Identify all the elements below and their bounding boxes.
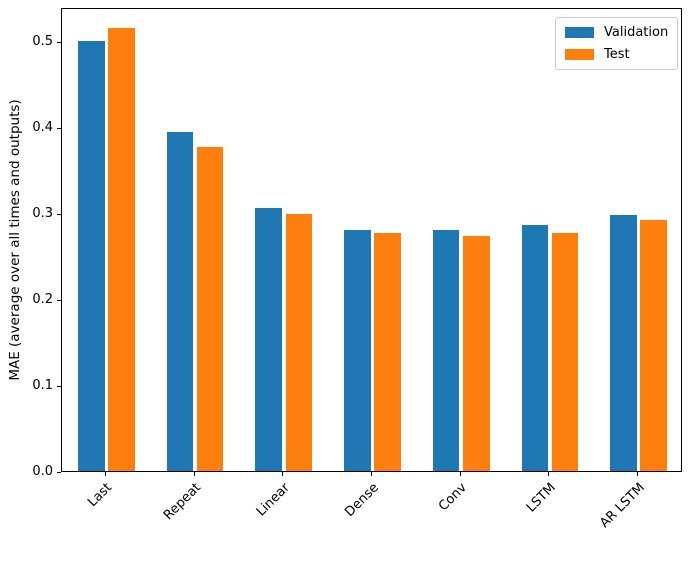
y-tick-label: 0.5 bbox=[32, 34, 53, 50]
bar-test-dense bbox=[374, 233, 401, 471]
bar-test-lstm bbox=[551, 233, 579, 471]
x-tick-mark bbox=[193, 472, 195, 476]
bar-test-repeat bbox=[196, 147, 224, 471]
y-tick-mark bbox=[57, 127, 61, 129]
y-tick-label: 0.4 bbox=[32, 120, 53, 136]
x-tick-mark bbox=[459, 472, 461, 476]
legend-row-test: Test bbox=[565, 47, 668, 62]
legend-label-test: Test bbox=[604, 47, 630, 62]
x-tick-mark bbox=[548, 472, 550, 476]
y-tick-mark bbox=[57, 213, 61, 215]
legend-swatch-test bbox=[565, 49, 594, 60]
figure: MAE (average over all times and outputs)… bbox=[7, 8, 682, 531]
bar-validation-last bbox=[77, 40, 105, 471]
y-tick-label: 0.3 bbox=[32, 206, 53, 222]
bar-validation-dense bbox=[344, 229, 371, 471]
y-tick-mark bbox=[57, 299, 61, 301]
y-tick-label: 0.1 bbox=[32, 378, 53, 394]
legend-label-validation: Validation bbox=[604, 25, 669, 40]
x-tick-label-repeat: Repeat bbox=[160, 480, 204, 524]
y-axis-label: MAE (average over all times and outputs) bbox=[7, 99, 23, 381]
x-tick-label-conv: Conv bbox=[436, 480, 471, 515]
x-tick-label-lstm: LSTM bbox=[523, 480, 559, 516]
legend-row-validation: Validation bbox=[565, 25, 668, 40]
x-tick-mark bbox=[282, 472, 284, 476]
y-tick-label: 0.2 bbox=[32, 292, 53, 308]
bar-test-linear bbox=[285, 214, 313, 471]
bar-test-last bbox=[108, 28, 135, 471]
x-tick-label-linear: Linear bbox=[253, 480, 293, 520]
plot-area bbox=[61, 8, 682, 472]
x-tick-label-last: Last bbox=[85, 480, 116, 511]
bar-validation-conv bbox=[432, 230, 460, 471]
bar-test-ar-lstm bbox=[640, 220, 668, 471]
y-tick-mark bbox=[57, 471, 61, 473]
y-tick-mark bbox=[57, 41, 61, 43]
y-tick-mark bbox=[57, 385, 61, 387]
bar-validation-lstm bbox=[521, 225, 549, 471]
y-tick-label: 0.0 bbox=[32, 464, 53, 479]
x-tick-label-dense: Dense bbox=[341, 480, 382, 520]
bar-validation-repeat bbox=[166, 131, 194, 471]
bar-validation-ar-lstm bbox=[610, 214, 637, 471]
bar-test-conv bbox=[462, 235, 490, 471]
x-tick-mark bbox=[371, 472, 372, 476]
x-tick-label-ar-lstm: AR LSTM bbox=[596, 480, 648, 532]
x-tick-mark bbox=[104, 472, 106, 476]
legend: Validation Test bbox=[555, 17, 679, 70]
legend-swatch-validation bbox=[565, 27, 594, 38]
x-tick-mark bbox=[637, 472, 639, 476]
bar-validation-linear bbox=[255, 208, 282, 471]
